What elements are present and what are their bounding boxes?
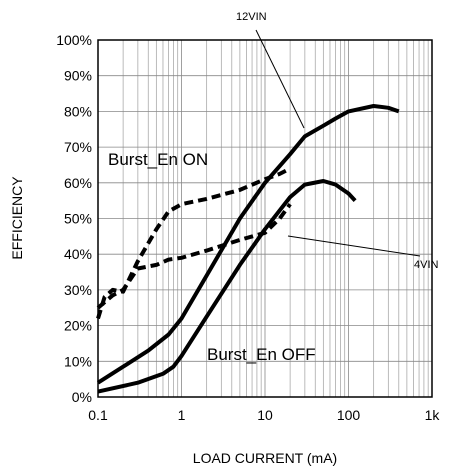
- x-tick-label: 0.1: [88, 407, 108, 423]
- y-tick-label: 40%: [64, 246, 92, 262]
- x-tick-label: 1k: [425, 407, 441, 423]
- y-tick-label: 60%: [64, 175, 92, 191]
- x-tick-label: 1: [178, 407, 186, 423]
- y-tick-label: 90%: [64, 68, 92, 84]
- x-tick-label: 10: [257, 407, 273, 423]
- annotation-12vin: 12VIN: [236, 11, 267, 23]
- plot-frame: [97, 39, 433, 398]
- annotation-4vin: 4VIN: [414, 259, 439, 271]
- leader-line-12vin: [255, 29, 305, 129]
- y-tick-label: 30%: [64, 282, 92, 298]
- grid: [97, 39, 432, 398]
- series-line-4vin-burst-on: [96, 203, 292, 310]
- series-line-12vin-burst-on: [96, 166, 292, 320]
- series-line-12vin-burst-off: [96, 104, 400, 385]
- annotation-burst-off: Burst_En OFF: [207, 345, 316, 364]
- y-tick-label: 10%: [64, 353, 92, 369]
- series-group: [96, 104, 400, 394]
- y-tick-label: 20%: [64, 318, 92, 334]
- y-tick-label: 0%: [72, 389, 92, 405]
- x-tick-label: 100: [337, 407, 361, 423]
- y-tick-label: 100%: [56, 32, 92, 48]
- series-line-4vin-burst-off: [97, 179, 357, 394]
- annotation-burst-on: Burst_En ON: [108, 150, 208, 169]
- y-tick-label: 50%: [64, 211, 92, 227]
- tick-labels: 0% 10% 20% 30% 40% 50% 60% 70% 80% 90% 100% 0.1 1 10 1…: [56, 32, 440, 423]
- leader-line-4vin: [287, 235, 421, 257]
- y-tick-label: 70%: [64, 139, 92, 155]
- x-axis-title: LOAD CURRENT (mA): [193, 450, 337, 466]
- y-tick-label: 80%: [64, 103, 92, 119]
- y-axis-title: EFFICIENCY: [9, 176, 25, 260]
